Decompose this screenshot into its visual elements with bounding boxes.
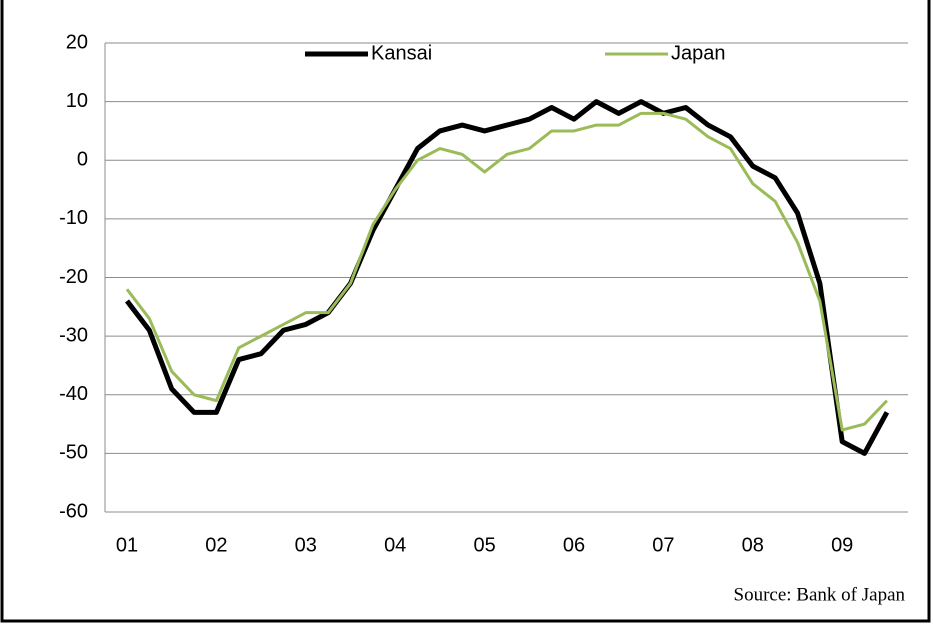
x-tick-label: 02 — [205, 534, 227, 556]
y-tick-label: 10 — [66, 90, 88, 112]
x-tick-label: 07 — [652, 534, 674, 556]
line-series — [125, 99, 890, 456]
legend-label: Kansai — [371, 42, 432, 64]
y-tick-label: -10 — [59, 207, 88, 229]
line-series — [125, 111, 888, 432]
legend-label: Japan — [671, 42, 726, 64]
y-tick-label: 0 — [77, 149, 88, 171]
x-tick-label: 03 — [295, 534, 317, 556]
x-tick-label: 05 — [473, 534, 495, 556]
x-tick-label: 04 — [384, 534, 406, 556]
x-tick-label: 09 — [831, 534, 853, 556]
x-tick-label: 08 — [742, 534, 764, 556]
y-tick-label: 20 — [66, 31, 88, 53]
x-tick-label: 06 — [563, 534, 585, 556]
source-note: Source: Bank of Japan — [734, 584, 906, 605]
y-tick-label: -30 — [59, 324, 88, 346]
y-tick-label: -20 — [59, 266, 88, 288]
y-tick-label: -40 — [59, 383, 88, 405]
y-tick-label: -60 — [59, 500, 88, 522]
x-tick-label: 01 — [116, 534, 138, 556]
y-tick-label: -50 — [59, 442, 88, 464]
